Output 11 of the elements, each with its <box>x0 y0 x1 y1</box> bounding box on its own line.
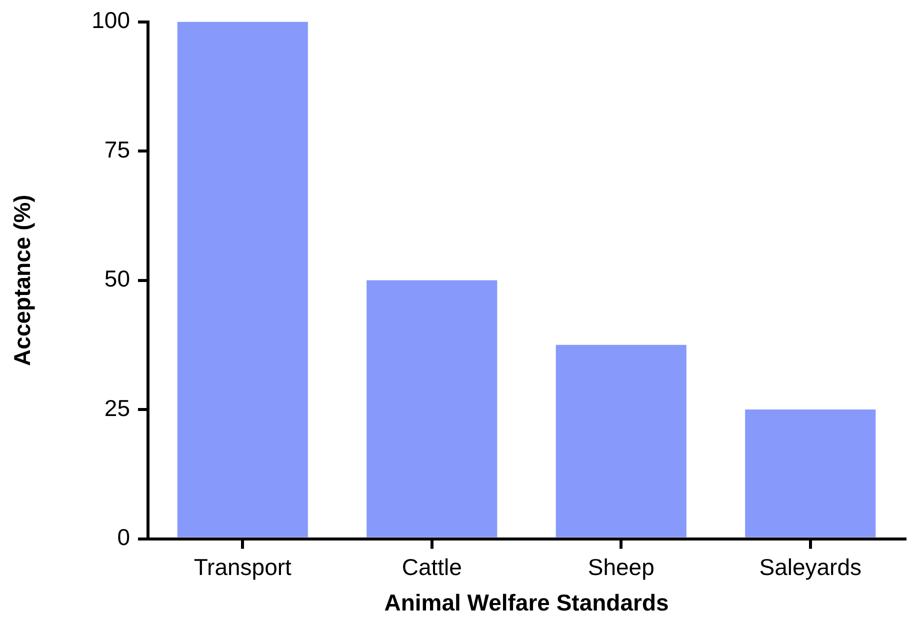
x-tick-label: Saleyards <box>759 554 862 580</box>
x-tick-label: Sheep <box>588 554 654 580</box>
y-tick-label: 75 <box>104 136 130 162</box>
x-tick-label: Transport <box>194 554 292 580</box>
y-tick-label: 50 <box>104 266 130 292</box>
y-tick-label: 0 <box>117 524 130 550</box>
y-axis-title: Acceptance (%) <box>9 194 36 366</box>
y-tick-label: 100 <box>92 7 130 34</box>
y-tick-label: 25 <box>104 394 130 421</box>
x-axis-title: Animal Welfare Standards <box>384 590 669 616</box>
x-tick-label: Cattle <box>402 554 462 580</box>
